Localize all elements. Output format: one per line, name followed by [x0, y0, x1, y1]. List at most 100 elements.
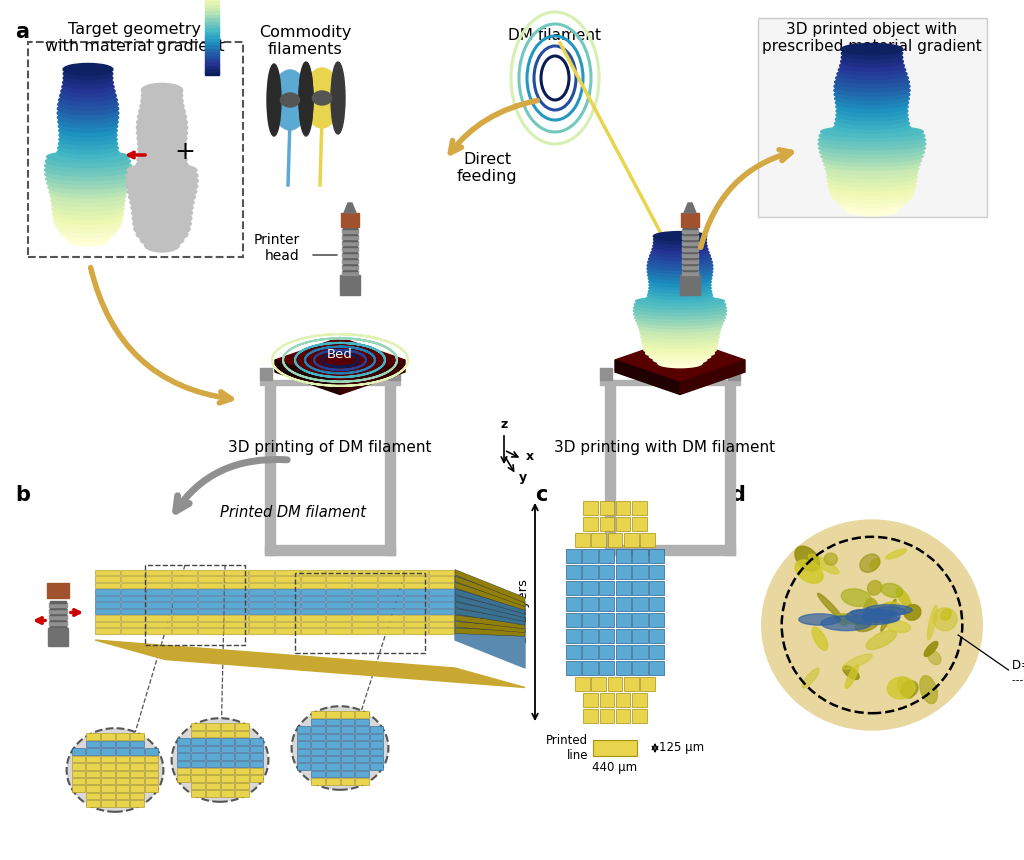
- Polygon shape: [455, 589, 525, 614]
- Bar: [49, 638, 67, 642]
- Bar: [223, 622, 248, 627]
- Bar: [177, 768, 190, 775]
- Ellipse shape: [836, 72, 908, 83]
- Bar: [172, 589, 197, 594]
- Bar: [101, 785, 115, 792]
- Bar: [343, 227, 357, 229]
- Ellipse shape: [933, 608, 957, 630]
- Ellipse shape: [651, 248, 709, 257]
- Ellipse shape: [845, 665, 858, 689]
- Bar: [250, 760, 263, 767]
- Bar: [583, 629, 598, 643]
- Bar: [206, 723, 219, 729]
- Text: d: d: [730, 485, 744, 505]
- Ellipse shape: [136, 227, 187, 242]
- Ellipse shape: [850, 610, 879, 617]
- Ellipse shape: [67, 728, 164, 812]
- Ellipse shape: [137, 147, 186, 162]
- Ellipse shape: [657, 359, 702, 368]
- Ellipse shape: [841, 200, 903, 212]
- Text: DM filament: DM filament: [509, 28, 601, 43]
- Bar: [311, 711, 325, 717]
- Ellipse shape: [126, 180, 198, 194]
- Bar: [632, 517, 647, 531]
- Bar: [343, 257, 357, 259]
- Bar: [342, 235, 358, 239]
- Bar: [649, 629, 665, 643]
- Bar: [352, 609, 377, 614]
- Bar: [146, 602, 171, 607]
- Bar: [220, 753, 234, 759]
- Ellipse shape: [839, 64, 905, 76]
- Bar: [144, 748, 158, 754]
- Bar: [566, 580, 581, 595]
- Bar: [682, 271, 698, 275]
- Bar: [341, 764, 354, 770]
- Bar: [355, 734, 369, 740]
- Ellipse shape: [54, 217, 122, 229]
- Polygon shape: [340, 360, 406, 395]
- Ellipse shape: [896, 588, 911, 608]
- Bar: [297, 734, 310, 740]
- Ellipse shape: [292, 706, 388, 789]
- Ellipse shape: [138, 142, 186, 156]
- Ellipse shape: [826, 167, 918, 179]
- Bar: [370, 726, 383, 733]
- Ellipse shape: [636, 316, 724, 325]
- Bar: [220, 768, 234, 775]
- Ellipse shape: [58, 138, 118, 150]
- Bar: [311, 756, 325, 763]
- Ellipse shape: [886, 549, 906, 559]
- Ellipse shape: [881, 583, 903, 598]
- Bar: [249, 609, 274, 614]
- Bar: [198, 582, 222, 588]
- Bar: [130, 801, 143, 807]
- Ellipse shape: [47, 177, 129, 189]
- Bar: [301, 576, 326, 581]
- Ellipse shape: [45, 169, 131, 181]
- Bar: [191, 746, 205, 752]
- Bar: [146, 628, 171, 634]
- Bar: [101, 748, 115, 754]
- Bar: [574, 533, 590, 547]
- Bar: [130, 771, 143, 777]
- Bar: [297, 748, 310, 755]
- Bar: [584, 517, 598, 531]
- Bar: [144, 785, 158, 792]
- Ellipse shape: [51, 199, 125, 211]
- Ellipse shape: [808, 554, 839, 574]
- Bar: [378, 589, 402, 594]
- Polygon shape: [344, 203, 356, 213]
- Ellipse shape: [928, 650, 941, 665]
- Bar: [49, 626, 67, 630]
- Ellipse shape: [835, 77, 909, 88]
- Bar: [86, 778, 100, 784]
- Bar: [378, 602, 402, 607]
- Ellipse shape: [843, 666, 859, 679]
- Bar: [223, 589, 248, 594]
- Bar: [341, 778, 354, 785]
- Bar: [249, 622, 274, 627]
- Bar: [50, 636, 66, 638]
- Bar: [206, 768, 219, 775]
- Bar: [297, 764, 310, 770]
- Bar: [341, 748, 354, 755]
- Bar: [599, 501, 614, 515]
- Ellipse shape: [653, 235, 707, 244]
- Ellipse shape: [904, 605, 921, 620]
- Bar: [370, 764, 383, 770]
- Bar: [275, 576, 300, 581]
- Bar: [566, 629, 581, 643]
- Polygon shape: [455, 628, 525, 636]
- Bar: [236, 731, 249, 737]
- Bar: [403, 582, 428, 588]
- Bar: [86, 740, 100, 747]
- Ellipse shape: [56, 221, 120, 233]
- Polygon shape: [680, 360, 745, 395]
- Ellipse shape: [172, 718, 268, 802]
- Bar: [566, 549, 581, 563]
- Bar: [429, 609, 454, 614]
- Bar: [633, 613, 647, 627]
- Text: Printed DM filament: Printed DM filament: [220, 505, 366, 520]
- Ellipse shape: [131, 200, 194, 215]
